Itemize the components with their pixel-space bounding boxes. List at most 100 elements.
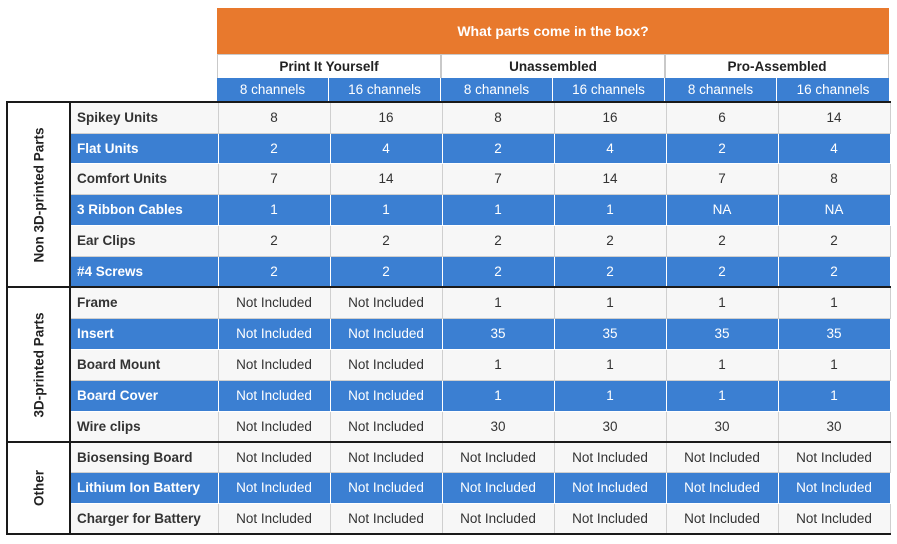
table-cell: 6 <box>665 101 779 134</box>
table-cell: 4 <box>329 132 443 164</box>
table-cell: Not Included <box>329 410 443 443</box>
table-cell: 2 <box>217 224 331 257</box>
row-label: Biosensing Board <box>69 441 219 473</box>
table-cell: Not Included <box>217 410 331 443</box>
table-row: 3 Ribbon Cables 1 1 1 1 NA NA <box>7 193 891 226</box>
section-cell: 3D-printed Parts <box>6 286 71 443</box>
table-cell: 1 <box>441 286 555 319</box>
section-cell: Other <box>6 441 71 535</box>
table-cell: 1 <box>441 193 555 226</box>
table-row: Wire clips Not Included Not Included 30 30 30… <box>7 410 891 443</box>
table-cell: 4 <box>553 132 667 164</box>
subcolumn-header: 8 channels <box>665 78 777 101</box>
section-label: 3D-printed Parts <box>31 311 46 418</box>
group-header-print-it-yourself: Print It Yourself <box>217 54 441 78</box>
table-cell: 1 <box>777 348 891 381</box>
table-cell: Not Included <box>553 441 667 473</box>
group-header-pro-assembled: Pro-Assembled <box>665 54 889 78</box>
table-cell: 7 <box>441 162 555 195</box>
group-header-row: Print It Yourself Unassembled Pro-Assemb… <box>217 54 889 78</box>
table-cell: Not Included <box>441 441 555 473</box>
table-cell: NA <box>665 193 779 226</box>
table-cell: Not Included <box>665 502 779 535</box>
parts-table-body: Non 3D-printed Parts Spikey Units 8 16 8 16 6 1… <box>6 101 891 535</box>
table-cell: Not Included <box>777 441 891 473</box>
row-label: Board Cover <box>69 379 219 412</box>
table-cell: Not Included <box>329 502 443 535</box>
row-label: 3 Ribbon Cables <box>69 193 219 226</box>
table-cell: Not Included <box>665 441 779 473</box>
table-cell: Not Included <box>217 441 331 473</box>
row-label: Frame <box>69 286 219 319</box>
table-cell: 2 <box>217 255 331 288</box>
table-cell: 2 <box>441 224 555 257</box>
table-cell: 1 <box>553 193 667 226</box>
table-cell: Not Included <box>329 286 443 319</box>
parts-table: Non 3D-printed Parts Spikey Units 8 16 8 16 6 1… <box>6 101 891 535</box>
table-cell: Not Included <box>329 379 443 412</box>
table-cell: 7 <box>665 162 779 195</box>
table-cell: 2 <box>777 224 891 257</box>
table-cell: 1 <box>665 348 779 381</box>
table-cell: 2 <box>777 255 891 288</box>
table-cell: 1 <box>441 379 555 412</box>
row-label: Board Mount <box>69 348 219 381</box>
table-cell: 2 <box>665 132 779 164</box>
table-cell: 30 <box>665 410 779 443</box>
table-cell: 2 <box>217 132 331 164</box>
table-cell: Not Included <box>217 379 331 412</box>
table-cell: 1 <box>553 348 667 381</box>
table-row: Flat Units 2 4 2 4 2 4 <box>7 132 891 164</box>
table-cell: 1 <box>441 348 555 381</box>
table-row: Ear Clips 2 2 2 2 2 2 <box>7 224 891 257</box>
table-cell: 2 <box>441 132 555 164</box>
section-label: Other <box>31 469 46 507</box>
table-row: Comfort Units 7 14 7 14 7 8 <box>7 162 891 195</box>
row-label: #4 Screws <box>69 255 219 288</box>
table-cell: Not Included <box>329 471 443 504</box>
table-cell: 8 <box>217 101 331 134</box>
table-cell: 2 <box>553 255 667 288</box>
table-cell: Not Included <box>553 502 667 535</box>
section-cell: Non 3D-printed Parts <box>6 101 71 288</box>
row-label: Charger for Battery <box>69 502 219 535</box>
table-cell: 35 <box>777 317 891 350</box>
table-cell: 1 <box>329 193 443 226</box>
table-cell: 35 <box>665 317 779 350</box>
table-cell: 2 <box>441 255 555 288</box>
table-row: Charger for Battery Not Included Not Inclu… <box>7 502 891 535</box>
table-cell: 2 <box>329 255 443 288</box>
table-cell: 35 <box>553 317 667 350</box>
table-cell: 2 <box>329 224 443 257</box>
table-cell: 8 <box>777 162 891 195</box>
table-cell: Not Included <box>441 502 555 535</box>
table-cell: Not Included <box>777 471 891 504</box>
table-cell: Not Included <box>777 502 891 535</box>
table-cell: 8 <box>441 101 555 134</box>
table-cell: 16 <box>553 101 667 134</box>
subcolumn-header: 16 channels <box>553 78 665 101</box>
table-cell: 1 <box>217 193 331 226</box>
row-label: Wire clips <box>69 410 219 443</box>
table-cell: 1 <box>665 379 779 412</box>
table-cell: Not Included <box>553 471 667 504</box>
table-cell: 1 <box>553 286 667 319</box>
table-row: Board Cover Not Included Not Included 1 1 1 1 <box>7 379 891 412</box>
group-header-unassembled: Unassembled <box>441 54 665 78</box>
table-cell: Not Included <box>217 317 331 350</box>
table-cell: 1 <box>553 379 667 412</box>
section-label: Non 3D-printed Parts <box>31 126 46 263</box>
table-row: Non 3D-printed Parts Spikey Units 8 16 8 16 6 1… <box>6 101 891 288</box>
table-cell: 7 <box>217 162 331 195</box>
table-row: Other Biosensing Board Not Included Not Inc… <box>6 441 891 535</box>
row-label: Comfort Units <box>69 162 219 195</box>
table-cell: 1 <box>777 379 891 412</box>
table-cell: Not Included <box>217 502 331 535</box>
table-cell: 14 <box>553 162 667 195</box>
table-row: Board Mount Not Included Not Included 1 1 1 1 <box>7 348 891 381</box>
table-cell: Not Included <box>217 348 331 381</box>
subcolumn-header-row: 8 channels 16 channels 8 channels 16 cha… <box>217 78 889 101</box>
table-cell: 14 <box>329 162 443 195</box>
row-label: Ear Clips <box>69 224 219 257</box>
